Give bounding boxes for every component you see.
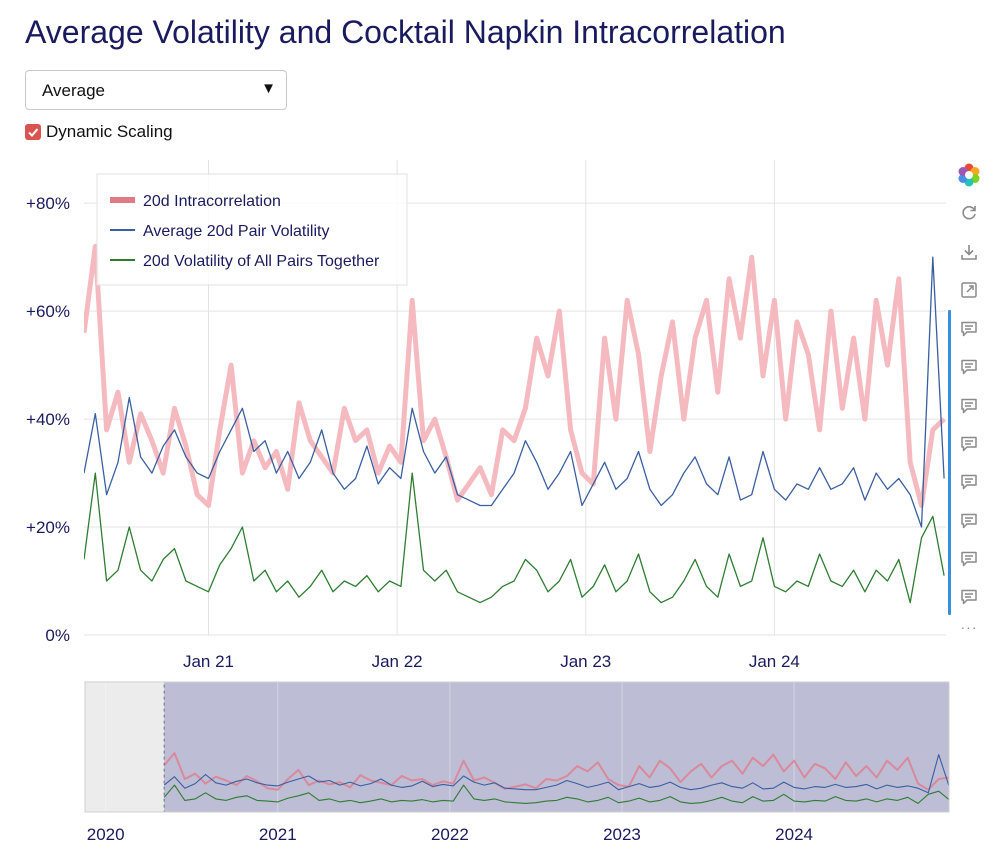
x-tick-label: Jan 21 (183, 652, 234, 671)
navigator: 2020 2021 2022 2023 2024 (84, 681, 950, 844)
comment-icon[interactable] (952, 467, 986, 497)
legend-label-2: Average 20d Pair Volatility (143, 223, 329, 240)
comment-icon[interactable] (952, 391, 986, 421)
more-label: ··· (960, 619, 978, 635)
comment-icon[interactable] (952, 544, 986, 574)
dynamic-scaling-checkbox[interactable]: Dynamic Scaling (25, 122, 173, 142)
series-line-3 (84, 472, 945, 604)
series-line-2 (84, 256, 945, 528)
y-tick-label: +80% (26, 194, 70, 213)
legend-box (96, 173, 408, 286)
checkbox-checked-icon (25, 124, 41, 140)
main-series (84, 243, 946, 604)
navigator-tick-label: 2021 (259, 825, 297, 844)
y-tick-label: +20% (26, 518, 70, 537)
x-tick-label: Jan 23 (560, 652, 611, 671)
series-line-1 (84, 243, 946, 508)
navigator-line-1 (163, 752, 949, 791)
navigator-frame (84, 681, 950, 813)
logo-icon[interactable] (952, 160, 986, 190)
comment-icon[interactable] (952, 506, 986, 536)
navigator-tick-label: 2022 (431, 825, 469, 844)
refresh-icon[interactable] (952, 198, 986, 228)
x-tick-label: Jan 24 (749, 652, 800, 671)
scrollbar[interactable] (948, 310, 951, 615)
aggregation-dropdown[interactable]: Average ▼ (25, 70, 287, 110)
x-axis: Jan 21 Jan 22 Jan 23 Jan 24 (183, 652, 800, 671)
navigator-series (163, 752, 949, 804)
navigator-line-2 (163, 754, 949, 794)
comment-icon[interactable] (952, 314, 986, 344)
legend-label-3: 20d Volatility of All Pairs Together (143, 253, 380, 270)
more-icon[interactable]: ··· (952, 612, 986, 642)
navigator-selection (164, 682, 949, 812)
expand-icon[interactable] (952, 275, 986, 305)
comment-icon[interactable] (952, 582, 986, 612)
legend: 20d Intracorrelation Average 20d Pair Vol… (96, 173, 408, 286)
y-tick-label: +60% (26, 302, 70, 321)
navigator-tick-label: 2024 (775, 825, 813, 844)
y-tick-label: +40% (26, 410, 70, 429)
y-axis: 0% +20% +40% +60% +80% (26, 194, 70, 645)
dropdown-selected-value: Average (42, 81, 106, 100)
navigator-line-3 (163, 784, 949, 804)
navigator-tick-label: 2023 (603, 825, 641, 844)
comment-icon[interactable] (952, 429, 986, 459)
navigator-tick-label: 2020 (87, 825, 125, 844)
y-tick-label: 0% (45, 626, 70, 645)
download-icon[interactable] (952, 237, 986, 267)
dynamic-scaling-label: Dynamic Scaling (46, 122, 173, 141)
comment-icon[interactable] (952, 352, 986, 382)
chevron-down-icon: ▼ (261, 80, 276, 97)
x-tick-label: Jan 22 (372, 652, 423, 671)
page-title: Average Volatility and Cocktail Napkin I… (25, 14, 786, 50)
legend-label-1: 20d Intracorrelation (143, 193, 281, 210)
